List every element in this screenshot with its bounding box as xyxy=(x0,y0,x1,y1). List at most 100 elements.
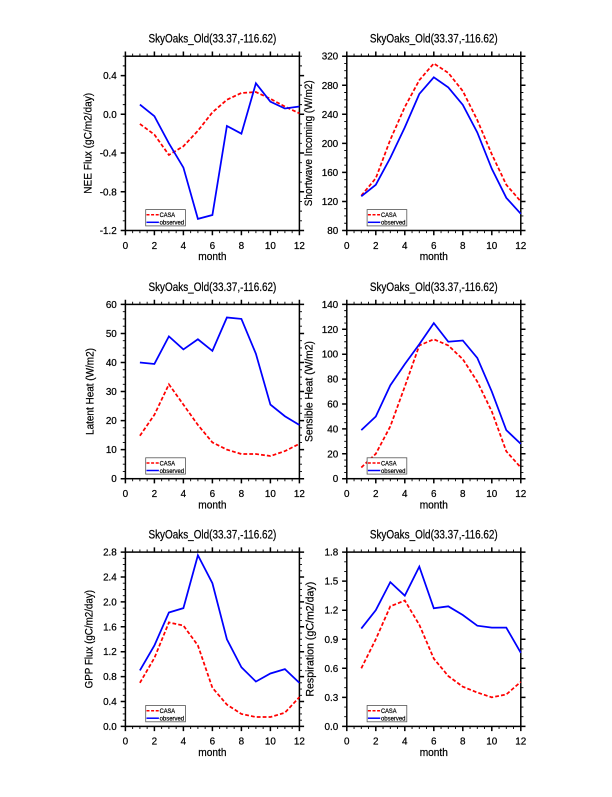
svg-text:NEE Flux (gC/m2/day): NEE Flux (gC/m2/day) xyxy=(83,93,95,194)
svg-text:CASA: CASA xyxy=(160,460,176,467)
svg-text:1.2: 1.2 xyxy=(324,606,338,617)
svg-text:month: month xyxy=(420,251,448,263)
svg-text:60: 60 xyxy=(106,300,117,311)
svg-text:1.6: 1.6 xyxy=(103,622,117,633)
svg-text:12: 12 xyxy=(515,241,526,252)
svg-text:8: 8 xyxy=(239,489,245,500)
svg-text:0.9: 0.9 xyxy=(324,635,338,646)
svg-text:month: month xyxy=(198,499,226,511)
svg-text:2.0: 2.0 xyxy=(103,597,117,608)
svg-text:4: 4 xyxy=(402,489,408,500)
svg-text:0.4: 0.4 xyxy=(103,697,117,708)
svg-text:SkyOaks_Old(33.37,-116.62): SkyOaks_Old(33.37,-116.62) xyxy=(370,528,498,542)
svg-text:80: 80 xyxy=(327,375,338,386)
svg-text:2: 2 xyxy=(373,489,379,500)
svg-text:GPP Flux (gC/m2/day): GPP Flux (gC/m2/day) xyxy=(83,590,95,689)
svg-text:320: 320 xyxy=(322,52,339,63)
svg-text:observed: observed xyxy=(160,716,185,723)
svg-text:SkyOaks_Old(33.37,-116.62): SkyOaks_Old(33.37,-116.62) xyxy=(148,528,276,542)
svg-text:-1.2: -1.2 xyxy=(100,226,117,237)
svg-text:280: 280 xyxy=(322,81,339,92)
svg-text:12: 12 xyxy=(515,737,526,748)
svg-text:CASA: CASA xyxy=(381,212,397,219)
svg-text:1.5: 1.5 xyxy=(324,577,338,588)
svg-text:10: 10 xyxy=(486,737,497,748)
svg-text:2: 2 xyxy=(373,241,379,252)
svg-text:240: 240 xyxy=(322,110,339,121)
svg-text:40: 40 xyxy=(106,358,117,369)
svg-text:0.0: 0.0 xyxy=(103,722,117,733)
svg-text:6: 6 xyxy=(431,241,437,252)
svg-text:1.8: 1.8 xyxy=(324,548,338,559)
svg-text:12: 12 xyxy=(294,489,305,500)
svg-text:4: 4 xyxy=(181,241,187,252)
svg-text:8: 8 xyxy=(239,737,245,748)
svg-text:6: 6 xyxy=(431,489,437,500)
svg-text:0: 0 xyxy=(123,489,129,500)
svg-text:Shortwave Incoming (W/m2): Shortwave Incoming (W/m2) xyxy=(303,80,315,206)
svg-text:10: 10 xyxy=(265,489,276,500)
svg-text:50: 50 xyxy=(106,329,117,340)
svg-text:12: 12 xyxy=(294,737,305,748)
svg-text:160: 160 xyxy=(322,168,339,179)
svg-text:observed: observed xyxy=(381,220,406,227)
svg-text:0.0: 0.0 xyxy=(324,722,338,733)
svg-text:Respiration (gC/m2/day): Respiration (gC/m2/day) xyxy=(304,582,316,697)
svg-text:observed: observed xyxy=(160,220,185,227)
svg-text:10: 10 xyxy=(486,489,497,500)
svg-text:0: 0 xyxy=(111,474,117,485)
svg-text:10: 10 xyxy=(106,445,117,456)
svg-text:4: 4 xyxy=(181,737,187,748)
svg-text:2: 2 xyxy=(152,241,158,252)
svg-text:60: 60 xyxy=(327,400,338,411)
svg-text:8: 8 xyxy=(239,241,245,252)
svg-text:6: 6 xyxy=(431,737,437,748)
svg-text:8: 8 xyxy=(460,737,466,748)
svg-text:30: 30 xyxy=(106,387,117,398)
svg-text:12: 12 xyxy=(515,489,526,500)
svg-text:CASA: CASA xyxy=(160,212,176,219)
svg-text:200: 200 xyxy=(322,139,339,150)
svg-text:SkyOaks_Old(33.37,-116.62): SkyOaks_Old(33.37,-116.62) xyxy=(370,32,498,46)
svg-text:0: 0 xyxy=(333,474,339,485)
svg-text:observed: observed xyxy=(160,468,185,475)
svg-text:0.3: 0.3 xyxy=(324,693,338,704)
svg-text:CASA: CASA xyxy=(381,708,397,715)
svg-text:2: 2 xyxy=(152,489,158,500)
svg-text:SkyOaks_Old(33.37,-116.62): SkyOaks_Old(33.37,-116.62) xyxy=(370,280,498,294)
svg-text:SkyOaks_Old(33.37,-116.62): SkyOaks_Old(33.37,-116.62) xyxy=(148,280,276,294)
svg-text:12: 12 xyxy=(294,241,305,252)
svg-text:6: 6 xyxy=(210,737,216,748)
svg-text:CASA: CASA xyxy=(160,708,176,715)
svg-text:0.4: 0.4 xyxy=(103,71,117,82)
svg-text:CASA: CASA xyxy=(381,460,397,467)
svg-text:Sensible Heat (W/m2): Sensible Heat (W/m2) xyxy=(304,341,316,442)
svg-text:10: 10 xyxy=(486,241,497,252)
svg-text:0: 0 xyxy=(123,241,129,252)
svg-text:0.8: 0.8 xyxy=(103,672,117,683)
svg-text:80: 80 xyxy=(327,226,338,237)
svg-text:10: 10 xyxy=(265,737,276,748)
svg-text:8: 8 xyxy=(460,489,466,500)
svg-text:2.4: 2.4 xyxy=(103,573,117,584)
svg-text:0: 0 xyxy=(344,737,350,748)
svg-text:10: 10 xyxy=(265,241,276,252)
svg-text:6: 6 xyxy=(210,489,216,500)
svg-text:120: 120 xyxy=(322,197,339,208)
svg-text:observed: observed xyxy=(381,468,406,475)
svg-text:month: month xyxy=(420,747,448,759)
svg-text:0: 0 xyxy=(344,489,350,500)
svg-text:month: month xyxy=(198,251,226,263)
svg-text:0.6: 0.6 xyxy=(324,664,338,675)
svg-text:0: 0 xyxy=(123,737,129,748)
svg-text:4: 4 xyxy=(402,241,408,252)
svg-text:2: 2 xyxy=(373,737,379,748)
svg-text:6: 6 xyxy=(210,241,216,252)
svg-text:4: 4 xyxy=(181,489,187,500)
svg-text:Latent Heat (W/m2): Latent Heat (W/m2) xyxy=(85,348,97,435)
svg-text:100: 100 xyxy=(322,350,339,361)
svg-text:SkyOaks_Old(33.37,-116.62): SkyOaks_Old(33.37,-116.62) xyxy=(148,32,276,46)
svg-text:2.8: 2.8 xyxy=(103,548,117,559)
svg-text:20: 20 xyxy=(106,416,117,427)
svg-text:month: month xyxy=(420,499,448,511)
